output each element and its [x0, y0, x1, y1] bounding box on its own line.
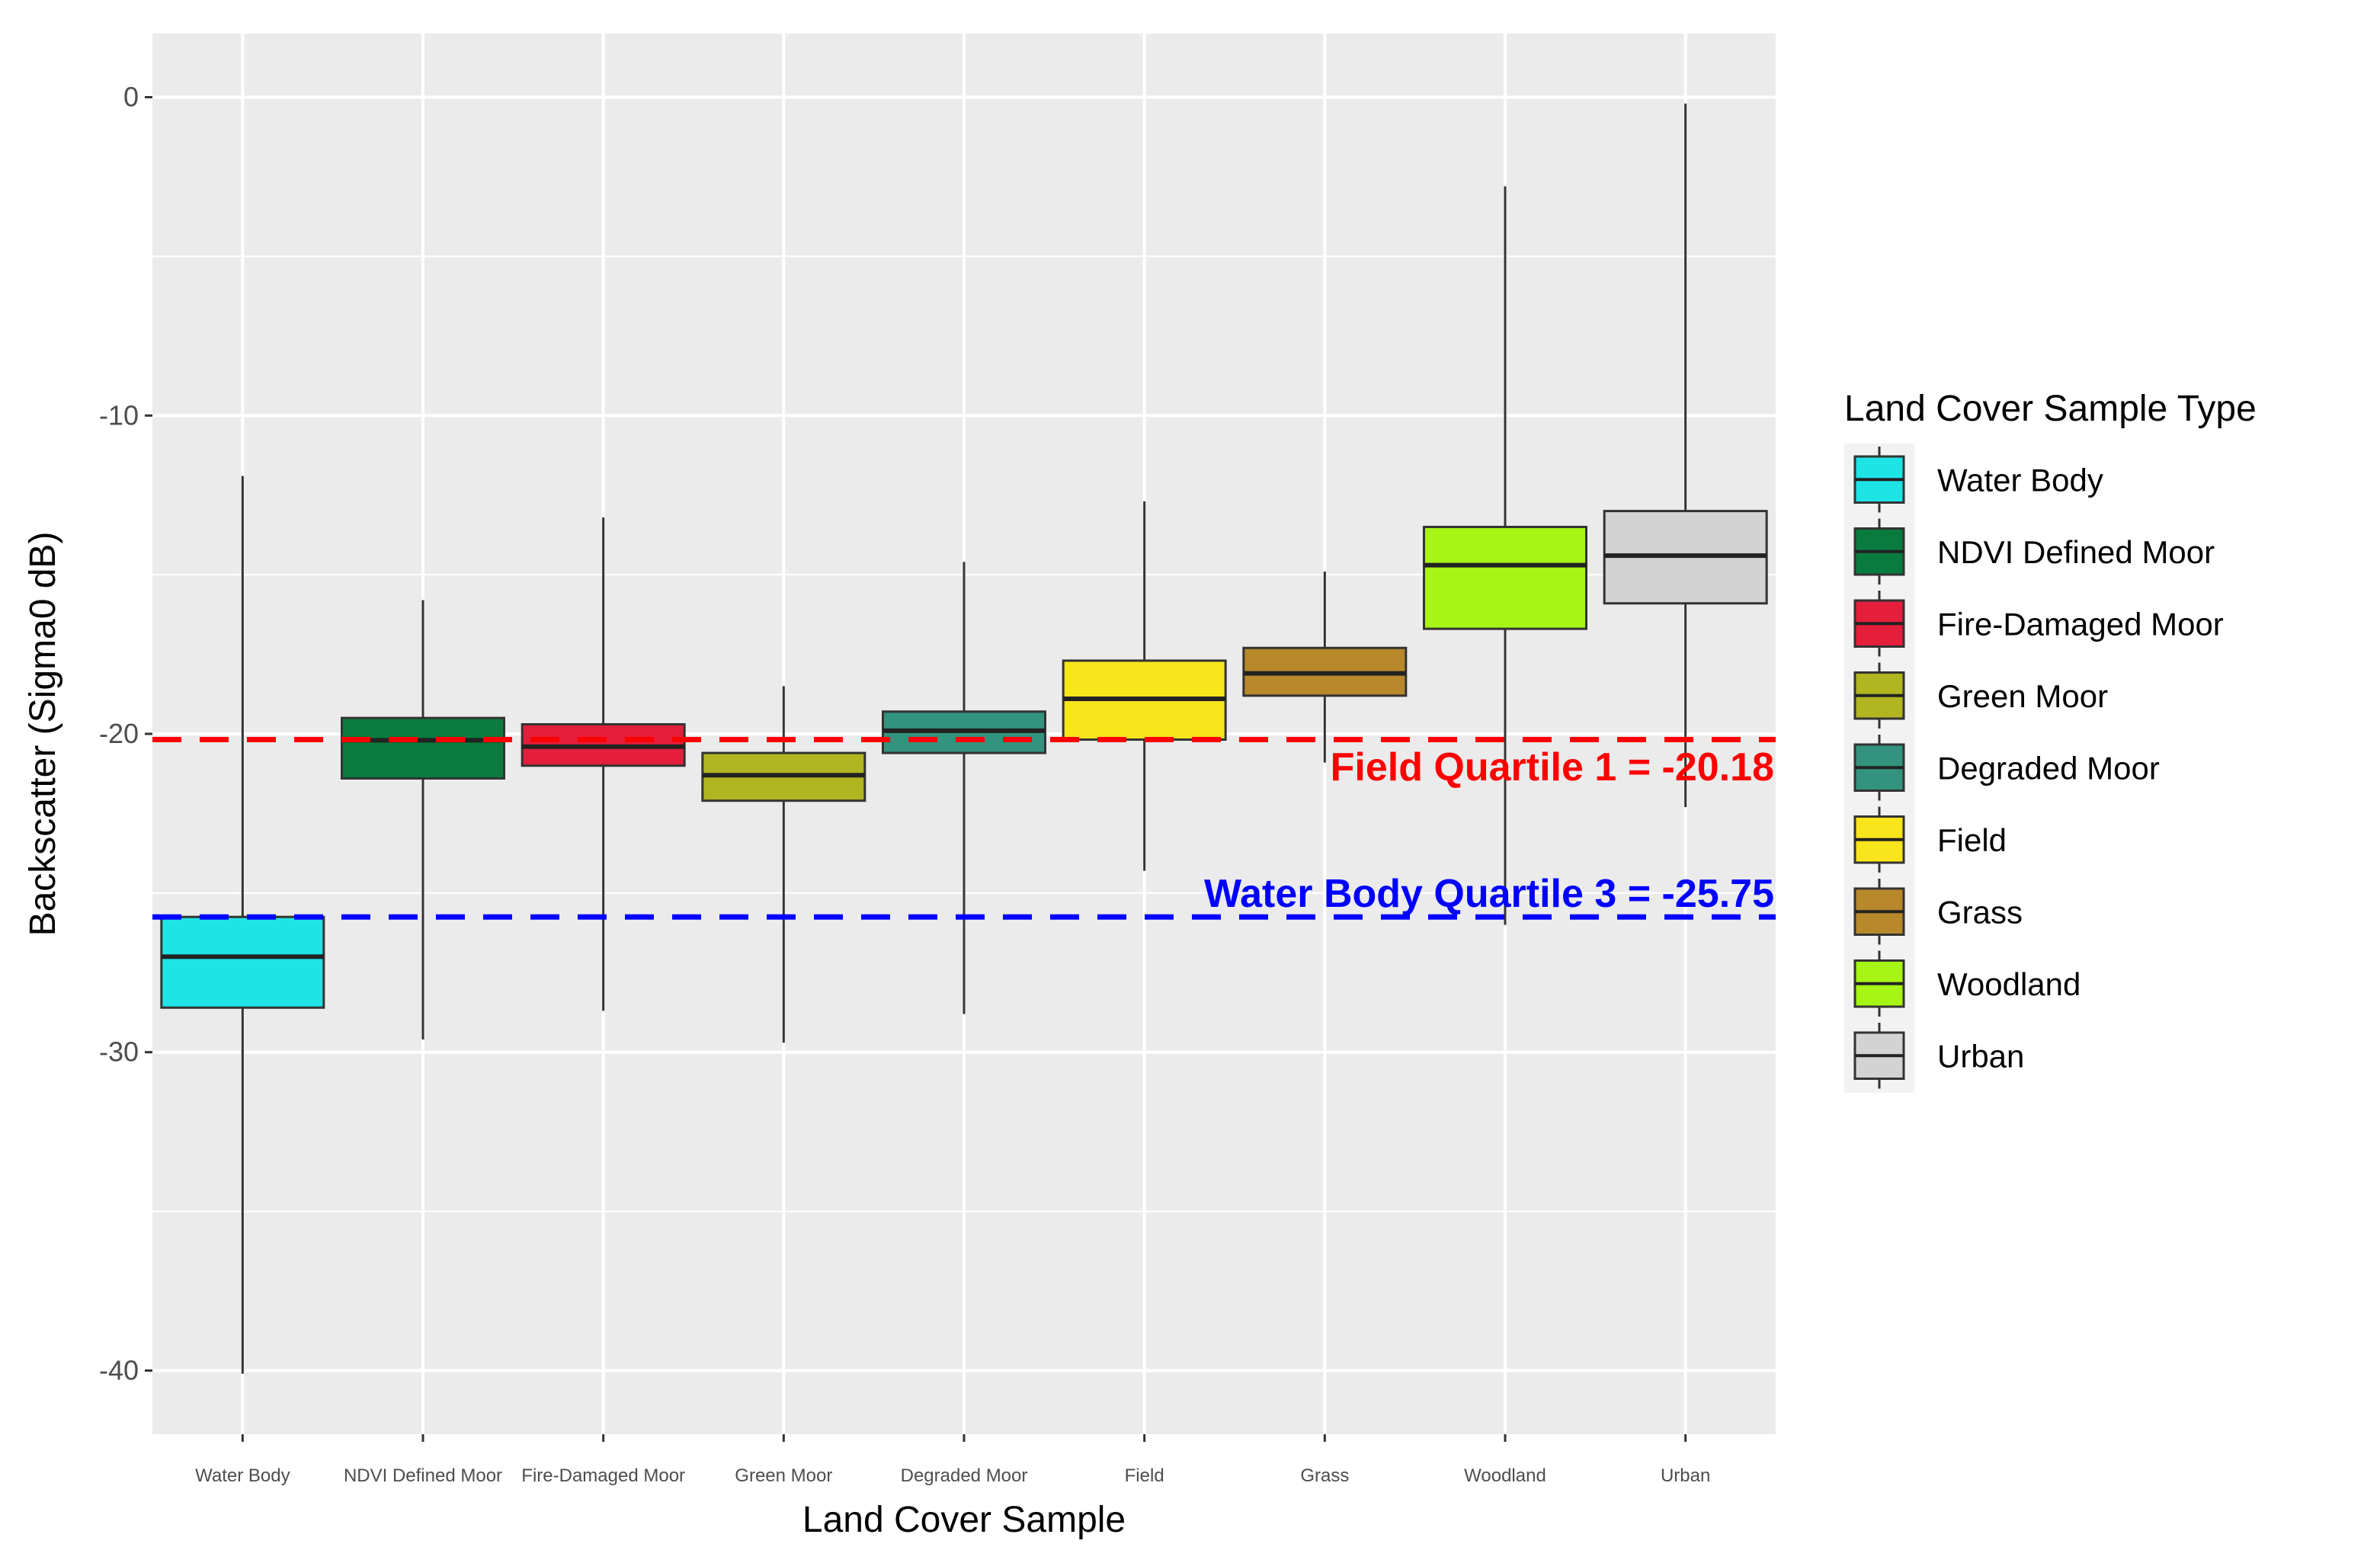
box-grass [1242, 571, 1408, 763]
y-tick-label: -30 [99, 1036, 139, 1068]
reference-line-label: Water Body Quartile 3 = -25.75 [1204, 872, 1774, 916]
legend-label: Fire-Damaged Moor [1937, 606, 2224, 642]
y-tick-label: 0 [123, 82, 139, 113]
x-tick-label: Woodland [1464, 1465, 1546, 1486]
y-tick-label: -40 [99, 1354, 139, 1385]
reference-line-label: Field Quartile 1 = -20.18 [1331, 745, 1774, 790]
legend-item: Urban [1853, 1023, 2024, 1089]
box-body [341, 716, 505, 780]
x-tick-label: Water Body [195, 1465, 290, 1486]
box-ndvi-defined-moor [341, 600, 505, 1040]
y-axis-ticks: 0 -10 -20 -30 -40 [99, 82, 152, 1385]
legend-item: Fire-Damaged Moor [1853, 591, 2224, 657]
box-body [1423, 525, 1587, 630]
legend-label: Green Moor [1937, 678, 2108, 714]
x-tick-label: Grass [1300, 1465, 1349, 1486]
legend-label: NDVI Defined Moor [1937, 534, 2215, 570]
y-tick-label: -20 [99, 718, 139, 749]
legend-item: Water Body [1853, 447, 2103, 513]
legend-label: Grass [1937, 894, 2023, 930]
legend-item: Green Moor [1853, 662, 2108, 729]
legend: Land Cover Sample Type Water Body NDVI De… [1844, 389, 2257, 1093]
box-body [160, 915, 325, 1009]
legend-item: NDVI Defined Moor [1853, 518, 2215, 585]
box-field [1062, 501, 1227, 871]
box-woodland [1423, 186, 1587, 925]
y-axis-title: Backscatter (Sigma0 dB) [23, 532, 63, 937]
box-degraded-moor [882, 562, 1046, 1014]
legend-items: Water Body NDVI Defined Moor Fire-Damaged … [1853, 447, 2224, 1089]
box-green-moor [701, 686, 866, 1043]
box-fire-damaged-moor [521, 517, 686, 1011]
y-tick-label: -10 [99, 399, 139, 431]
x-tick-label: Degraded Moor [901, 1465, 1028, 1486]
legend-label: Woodland [1937, 966, 2080, 1002]
x-tick-label: Fire-Damaged Moor [521, 1465, 685, 1486]
x-tick-label: NDVI Defined Moor [344, 1465, 502, 1486]
legend-label: Water Body [1937, 462, 2103, 498]
reference-lines: Field Quartile 1 = -20.18 Water Body Quar… [152, 737, 1776, 920]
legend-label: Degraded Moor [1937, 750, 2160, 786]
x-axis-title: Land Cover Sample [802, 1500, 1126, 1540]
legend-item: Degraded Moor [1853, 735, 2160, 801]
legend-item: Grass [1853, 879, 2023, 945]
legend-item: Field [1853, 806, 2007, 873]
legend-item: Woodland [1853, 950, 2080, 1017]
x-tick-label: Green Moor [735, 1465, 832, 1486]
box-urban [1603, 103, 1768, 808]
boxes [160, 103, 1768, 1374]
box-water-body [160, 476, 325, 1374]
legend-label: Field [1937, 822, 2007, 858]
x-tick-label: Field [1125, 1465, 1164, 1486]
legend-title: Land Cover Sample Type [1844, 389, 2257, 429]
x-tick-label: Urban [1661, 1465, 1710, 1486]
legend-label: Urban [1937, 1038, 2024, 1074]
x-axis-ticks: Water Body NDVI Defined Moor Fire-Damaged … [195, 1434, 1710, 1486]
